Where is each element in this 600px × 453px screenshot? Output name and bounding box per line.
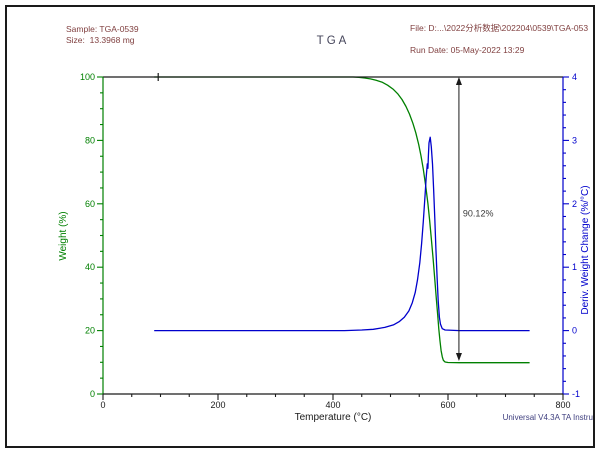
chart-title: TGA [317,35,350,47]
left-tick-label: 60 [85,199,95,209]
size-label: Size: 13.3968 mg [66,35,135,45]
file-label: File: D:...\2022分析数据\202204\0539\TGA-053 [410,23,588,33]
sample-label: Sample: TGA-0539 [66,24,139,34]
right-tick-label: 4 [572,72,577,82]
x-tick-label: 400 [325,400,340,410]
left-tick-label: 100 [80,72,95,82]
deriv-curve [154,136,530,332]
left-tick-label: 20 [85,326,95,336]
right-tick-label: -1 [572,389,580,399]
right-tick-label: 2 [572,199,577,209]
deriv-axis-title: Deriv. Weight Change (%/°C) [580,185,591,314]
annotation-arrow-up [455,77,462,85]
x-tick-label: 0 [100,400,105,410]
run-date-label: Run Date: 05-May-2022 13:29 [410,45,525,55]
x-tick-label: 200 [210,400,225,410]
x-axis-label: Temperature (°C) [295,412,372,423]
annotation-arrow-down [455,353,462,362]
left-tick-label: 80 [85,135,95,145]
x-tick-label: 600 [440,400,455,410]
right-tick-label: 0 [572,326,577,336]
annotation-label: 90.12% [463,208,494,218]
instrument-version-label: Universal V4.3A TA Instru [503,413,593,422]
x-tick-label: 800 [555,400,570,410]
weight-axis-title: Weight (%) [58,211,69,260]
right-tick-label: 1 [572,262,577,272]
right-tick-label: 3 [572,135,577,145]
left-tick-label: 40 [85,262,95,272]
weight-curve [154,76,530,364]
page-border [5,5,595,448]
left-tick-label: 0 [90,389,95,399]
